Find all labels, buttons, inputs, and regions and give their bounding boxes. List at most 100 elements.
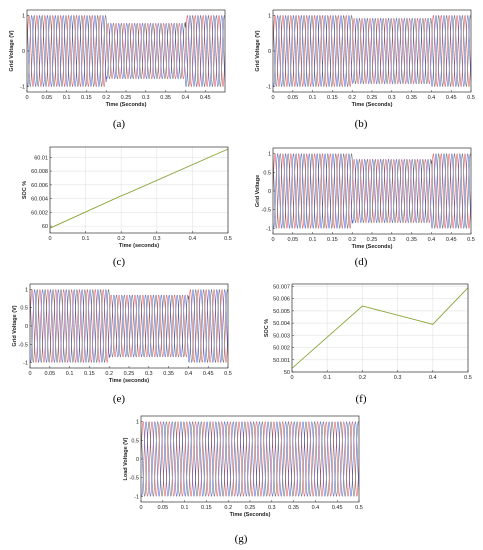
x-tick-label: 0.1 [309, 237, 317, 243]
x-tick-label: 0 [25, 95, 28, 101]
x-tick-label: 0.5 [224, 371, 232, 377]
caption-a: (a) [112, 118, 126, 130]
series-phase-2 [30, 289, 228, 363]
x-tick-label: 0.5 [355, 505, 363, 511]
plot-frame [291, 283, 469, 373]
x-tick-label: 0.25 [245, 505, 256, 511]
series-phase-2 [27, 15, 225, 87]
chart-d: 0 0.05 0.1 0.15 0.2 0.25 0.3 0.35 0.4 0.45 0.5 -1 -0… [255, 147, 475, 250]
y-tick-label: 50.001 [273, 358, 290, 364]
y-tick-label: 0.5 [20, 306, 28, 312]
y-tick-label: 0 [22, 49, 25, 55]
x-tick-label: 0.1 [309, 95, 317, 101]
x-tick-label: 0 [271, 95, 274, 101]
series-phase-1 [141, 421, 359, 497]
y-tick-label: 50.004 [273, 321, 290, 327]
x-tick-label: 0.1 [63, 95, 71, 101]
x-tick-label: 0.35 [288, 505, 299, 511]
series-phase-1 [273, 14, 471, 88]
y-tick-label: 50.003 [273, 333, 290, 339]
x-tick-label: 0.2 [224, 505, 232, 511]
x-tick-label: 0.05 [287, 237, 298, 243]
chart-b: 0 0.05 0.1 0.15 0.2 0.25 0.3 0.35 0.4 0.45 0.5-101… [255, 9, 475, 108]
x-tick-label: 0.3 [142, 95, 150, 101]
y-tick-label: 50.006 [273, 297, 290, 303]
chart-g: 0 0.05 0.1 0.15 0.2 0.25 0.3 0.35 0.4 0.45 0.5 -1 -0… [123, 415, 363, 518]
x-tick-label: 0.3 [388, 237, 396, 243]
y-tick-label: 60.004 [31, 197, 48, 203]
series-phase-3 [141, 421, 359, 497]
x-tick-label: 0 [139, 505, 142, 511]
y-tick-label: 60.006 [31, 183, 48, 189]
caption-g: (g) [234, 533, 248, 545]
panel-a: 0 0.05 0.1 0.15 0.2 0.25 0.3 0.35 0.4 0.45 -1 0 1 Tim… [0, 0, 240, 138]
x-tick-label: 0.25 [124, 371, 135, 377]
y-tick-label: -0.5 [130, 476, 139, 482]
x-tick-label: 0.15 [81, 95, 92, 101]
series-phase-3 [273, 15, 471, 87]
x-tick-label: 0 [28, 371, 31, 377]
x-tick-label: 0.5 [224, 236, 232, 242]
y-tick-label: 0 [268, 49, 271, 55]
x-axis-label: Time (Seconds) [230, 512, 271, 518]
x-tick-label: 0.1 [66, 371, 74, 377]
series-phase-2 [273, 153, 471, 229]
x-tick-label: 0.45 [200, 95, 211, 101]
x-tick-label: 0.4 [182, 95, 190, 101]
x-tick-label: 0.45 [203, 371, 214, 377]
chart-a: 0 0.05 0.1 0.15 0.2 0.25 0.3 0.35 0.4 0.45-101Tim… [9, 9, 226, 108]
x-tick-label: 0.2 [348, 237, 356, 243]
x-tick-label: 0.1 [323, 375, 331, 381]
panel-b: 0 0.05 0.1 0.15 0.2 0.25 0.3 0.35 0.4 0.45 0.5 -1 0 1… [240, 0, 483, 138]
x-tick-label: 0.15 [201, 505, 212, 511]
y-tick-label: 50.002 [273, 346, 290, 352]
y-tick-label: 0 [25, 324, 28, 330]
x-tick-label: 0.05 [41, 95, 52, 101]
series-phase-3 [27, 15, 225, 87]
panel-d: 0 0.05 0.1 0.15 0.2 0.25 0.3 0.35 0.4 0.45 0.5 -1 -0… [240, 138, 483, 276]
y-tick-label: 1 [25, 287, 28, 293]
y-tick-label: 1 [268, 13, 271, 19]
x-tick-label: 0.15 [84, 371, 95, 377]
x-axis-label: Time (Seconds) [352, 244, 393, 250]
chart-e: 0 0.05 0.1 0.15 0.2 0.25 0.3 0.35 0.4 0.45 0.5 -1 -0… [12, 283, 232, 384]
y-tick-label: 0 [136, 457, 139, 463]
chart-f: 0 0.1 0.2 0.3 0.4 0.5 50 50.001 50.002 50.003 50.0… [264, 283, 472, 381]
y-axis-label: Grid Voltage (V) [255, 30, 261, 71]
y-axis-label: Grid Voltage (V) [12, 305, 18, 346]
series-phase-3 [30, 289, 228, 363]
x-tick-label: 0.35 [163, 371, 174, 377]
x-axis-label: Time (Seconds) [352, 102, 393, 108]
y-tick-label: 1 [136, 420, 139, 426]
x-tick-label: 0.45 [446, 95, 457, 101]
x-tick-label: 0.05 [287, 95, 298, 101]
x-tick-label: 0 [48, 236, 51, 242]
y-tick-label: -1 [266, 226, 271, 232]
y-tick-label: 1 [22, 13, 25, 19]
x-axis-label: Time (seconds) [119, 243, 159, 249]
x-tick-label: 0.2 [102, 95, 110, 101]
series-phase-1 [27, 14, 225, 88]
y-tick-label: -0.5 [19, 342, 28, 348]
x-tick-label: 0.5 [464, 375, 472, 381]
y-axis-label: Grid Voltage (V) [9, 30, 15, 71]
x-tick-label: 0.3 [268, 505, 276, 511]
y-tick-label: 60.002 [31, 210, 48, 216]
x-tick-label: 0.1 [82, 236, 90, 242]
x-tick-label: 0.35 [406, 237, 417, 243]
x-tick-label: 0.3 [153, 236, 161, 242]
x-axis-label: Time (seconds) [109, 378, 149, 384]
y-tick-label: -1 [134, 494, 139, 500]
series-phase-1 [30, 289, 228, 363]
plot-frame [49, 146, 229, 234]
caption-f: (f) [355, 393, 367, 405]
x-tick-label: 0.5 [467, 95, 475, 101]
y-axis-label: Grid Voltage [255, 175, 261, 207]
series-line [50, 148, 228, 229]
y-tick-label: 50.005 [273, 309, 290, 315]
y-tick-label: 60 [42, 224, 48, 230]
x-tick-label: 0.3 [388, 95, 396, 101]
x-tick-label: 0.45 [332, 505, 343, 511]
caption-b: (b) [354, 118, 368, 130]
series-line [292, 287, 468, 369]
